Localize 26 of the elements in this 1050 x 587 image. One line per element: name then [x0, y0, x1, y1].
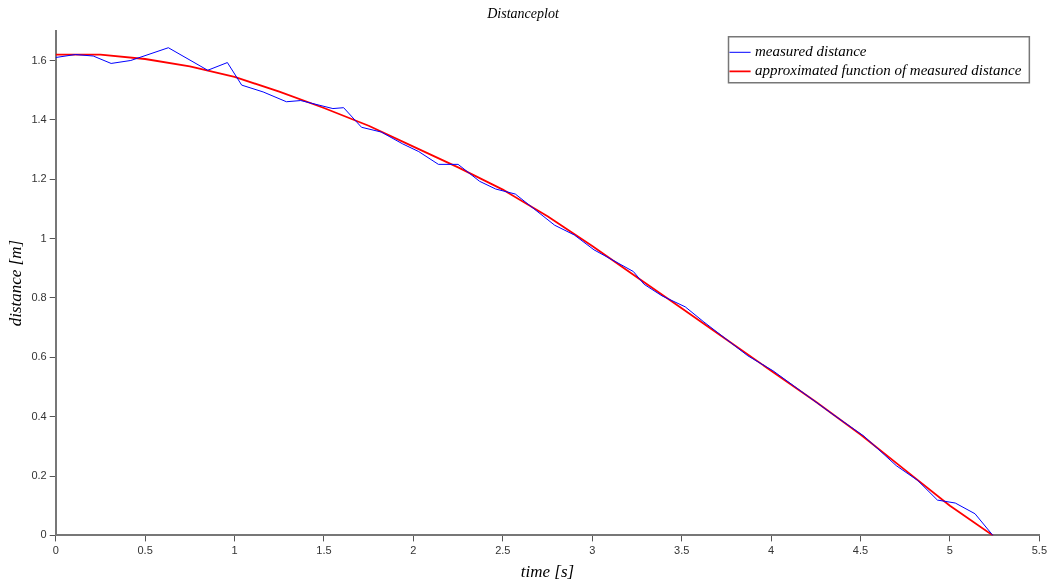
x-tick-label: 0.5	[137, 544, 153, 557]
y-tick-label: 1.4	[31, 112, 47, 125]
x-tick-label: 4	[768, 544, 775, 557]
x-axis-title: time [s]	[520, 562, 575, 582]
y-tick-label: 0.8	[31, 290, 47, 303]
x-tick-label: 3.5	[674, 544, 690, 557]
x-tick-label: 1	[231, 544, 238, 557]
y-tick-label: 1	[40, 231, 47, 244]
y-axis-title: distance [m]	[5, 239, 25, 327]
y-tick-label: 0.4	[31, 409, 47, 422]
x-tick-label: 3	[589, 544, 596, 557]
y-tick-label: 1.6	[31, 53, 47, 66]
legend-label: measured distance	[755, 43, 867, 60]
legend-label: approximated function of measured distance	[755, 62, 1022, 79]
x-tick-label: 5.5	[1031, 544, 1047, 557]
y-tick-label: 0.2	[31, 469, 47, 482]
y-tick-label: 1.2	[31, 172, 47, 185]
x-tick-label: 1.5	[316, 544, 332, 557]
x-tick-label: 4.5	[852, 544, 869, 557]
x-tick-label: 0	[52, 544, 59, 557]
y-tick-label: 0	[40, 528, 47, 541]
y-tick-label: 0.6	[31, 350, 47, 363]
x-tick-label: 2	[410, 544, 417, 557]
x-tick-label: 2.5	[495, 544, 511, 557]
chart-title: Distanceplot	[486, 6, 560, 22]
x-tick-label: 5	[946, 544, 953, 557]
